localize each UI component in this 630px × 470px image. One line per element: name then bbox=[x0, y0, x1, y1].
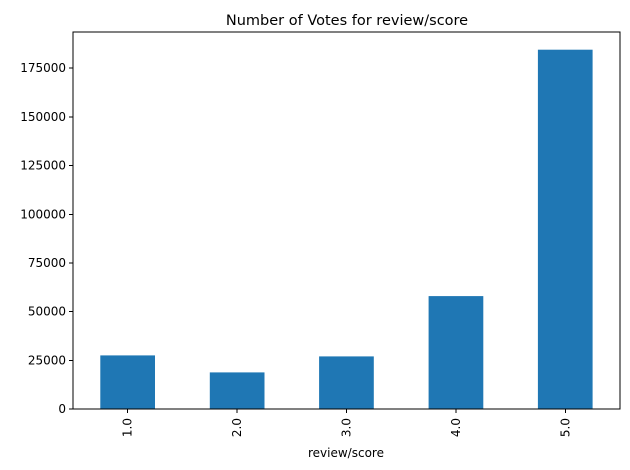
bars-group bbox=[100, 49, 593, 409]
y-tick-label: 125000 bbox=[20, 159, 66, 173]
chart-title: Number of Votes for review/score bbox=[226, 13, 468, 29]
y-axis-ticks: 0 25000 50000 75000 100000 125000 150000 175000 bbox=[20, 61, 73, 416]
bar-1.0 bbox=[100, 355, 155, 409]
bar-2.0 bbox=[209, 372, 265, 409]
x-axis-ticks: 1.0 2.0 3.0 4.0 5.0 bbox=[121, 409, 572, 437]
y-tick-label: 175000 bbox=[20, 61, 66, 75]
x-tick-label: 4.0 bbox=[449, 418, 463, 437]
x-tick-label: 1.0 bbox=[121, 418, 135, 437]
bar-3.0 bbox=[319, 356, 374, 409]
y-tick-label: 75000 bbox=[28, 256, 66, 270]
y-tick-label: 100000 bbox=[20, 207, 66, 221]
y-tick-label: 150000 bbox=[20, 110, 66, 124]
x-tick-label: 2.0 bbox=[230, 418, 244, 437]
x-tick-label: 3.0 bbox=[340, 418, 354, 437]
x-axis-label: review/score bbox=[308, 446, 384, 460]
bar-5.0 bbox=[537, 49, 593, 409]
y-tick-label: 25000 bbox=[28, 353, 66, 367]
bar-4.0 bbox=[428, 296, 484, 409]
y-tick-label: 50000 bbox=[28, 305, 66, 319]
x-tick-label: 5.0 bbox=[558, 418, 572, 437]
y-tick-label: 0 bbox=[58, 402, 66, 416]
plot-frame bbox=[72, 31, 621, 410]
